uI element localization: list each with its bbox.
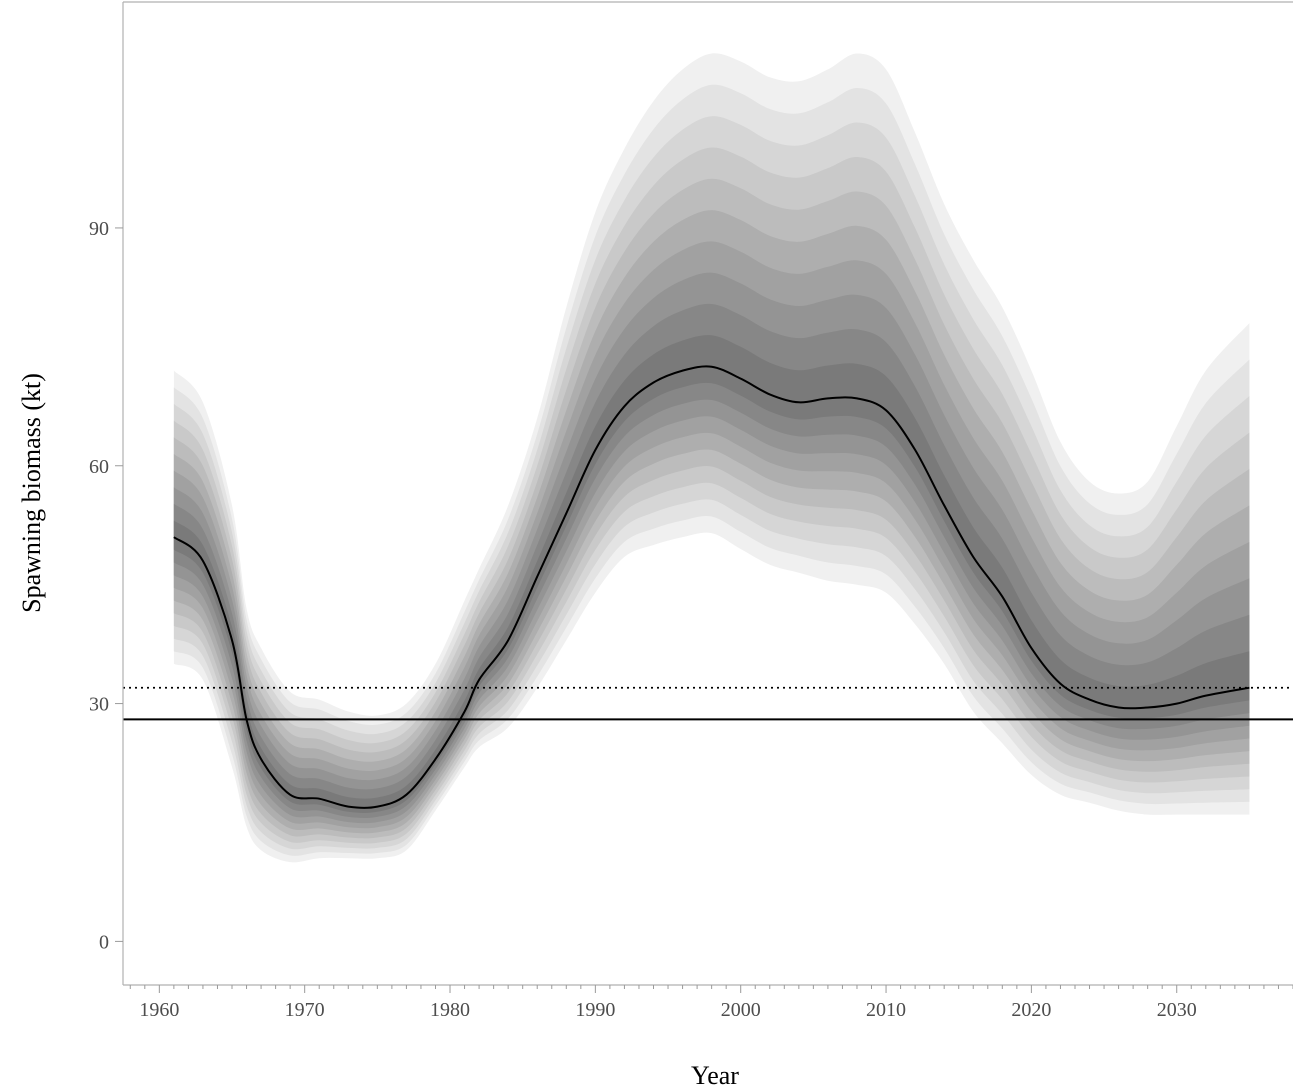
x-tick-label: 1960 [139, 999, 179, 1021]
y-tick-label: 90 [89, 218, 109, 240]
x-tick-label: 2020 [1011, 999, 1051, 1021]
uncertainty-bands [173, 53, 1250, 863]
y-axis-title: Spawning biomass (kt) [17, 373, 46, 613]
y-ticks: 0 30 60 90 [89, 218, 123, 953]
median-series-line [173, 365, 1250, 809]
reference-lines [123, 686, 1293, 721]
x-ticks: 1960 1970 1980 1990 2000 2010 2020 2030 [129, 985, 1293, 1021]
x-tick-label: 2030 [1157, 999, 1197, 1021]
uncertainty-band-4 [173, 147, 1250, 844]
uncertainty-band-9 [173, 303, 1250, 819]
x-tick-label: 2010 [866, 999, 906, 1021]
x-tick-label: 1970 [285, 999, 325, 1021]
y-tick-label: 0 [99, 931, 109, 953]
y-tick-label: 30 [89, 694, 109, 716]
axes: 1960 1970 1980 1990 2000 2010 2020 2030 0 30 60 90 [89, 1, 1293, 1021]
y-tick-label: 60 [89, 456, 109, 478]
x-axis-title: Year [691, 1061, 739, 1090]
x-tick-label: 1990 [575, 999, 615, 1021]
x-tick-label: 1980 [430, 999, 470, 1021]
x-tick-label: 2000 [721, 999, 761, 1021]
